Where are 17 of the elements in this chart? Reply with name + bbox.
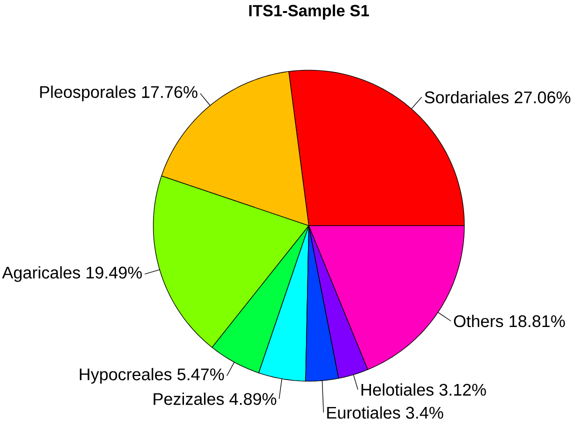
data-label: 19.49% xyxy=(86,266,142,279)
data-label: 18.81% xyxy=(510,315,565,328)
data-label: 3.12% xyxy=(439,384,486,396)
data-label: 17.76% xyxy=(142,86,198,98)
slice-label: Helotiales xyxy=(362,383,434,396)
slice-label: Others xyxy=(454,314,504,328)
slice-label: Eurotiales xyxy=(327,406,400,419)
slice-label: Agaricales xyxy=(2,266,80,282)
data-label: 4.89% xyxy=(229,393,276,406)
chart-title: ITS1-Sample S1 xyxy=(249,4,369,20)
data-label: 5.47% xyxy=(177,368,224,380)
slice-label: Pleosporales xyxy=(40,86,136,102)
data-label: 3.4% xyxy=(406,406,444,419)
slice-label: Sordariales xyxy=(424,91,509,104)
slice-label: Hypocreales xyxy=(80,368,172,384)
data-label: 27.06% xyxy=(514,92,570,104)
slice-label: Pezizales xyxy=(154,392,224,406)
